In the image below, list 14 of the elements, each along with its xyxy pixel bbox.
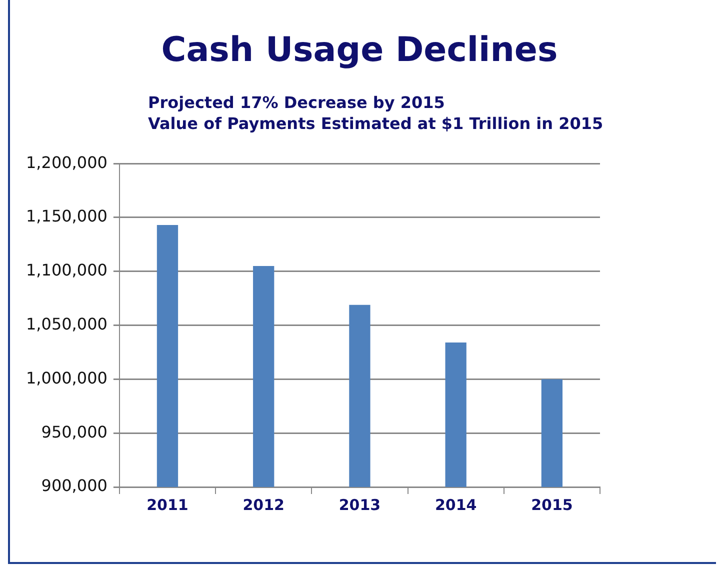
x-tick-label: 2014 [434, 496, 477, 514]
y-tick-label: 1,150,000 [26, 206, 108, 226]
x-tick-label: 2015 [531, 496, 573, 514]
x-tick-label: 2012 [242, 496, 284, 514]
y-tick-label: 1,100,000 [26, 260, 108, 280]
y-tick-label: 1,050,000 [26, 314, 108, 334]
chart-subtitle: Projected 17% Decrease by 2015 Value of Payments Estimated at $1 Trillion in 2015 [148, 92, 604, 134]
x-tick-label: 2011 [146, 496, 188, 514]
x-tick-label: 2013 [338, 496, 381, 514]
y-tick-label: 1,000,000 [26, 368, 108, 388]
chart-title: Cash Usage Declines [160, 30, 559, 70]
y-tick-label: 1,200,000 [26, 152, 108, 172]
y-tick-label: 900,000 [41, 476, 108, 496]
y-tick-label: 950,000 [41, 422, 108, 442]
